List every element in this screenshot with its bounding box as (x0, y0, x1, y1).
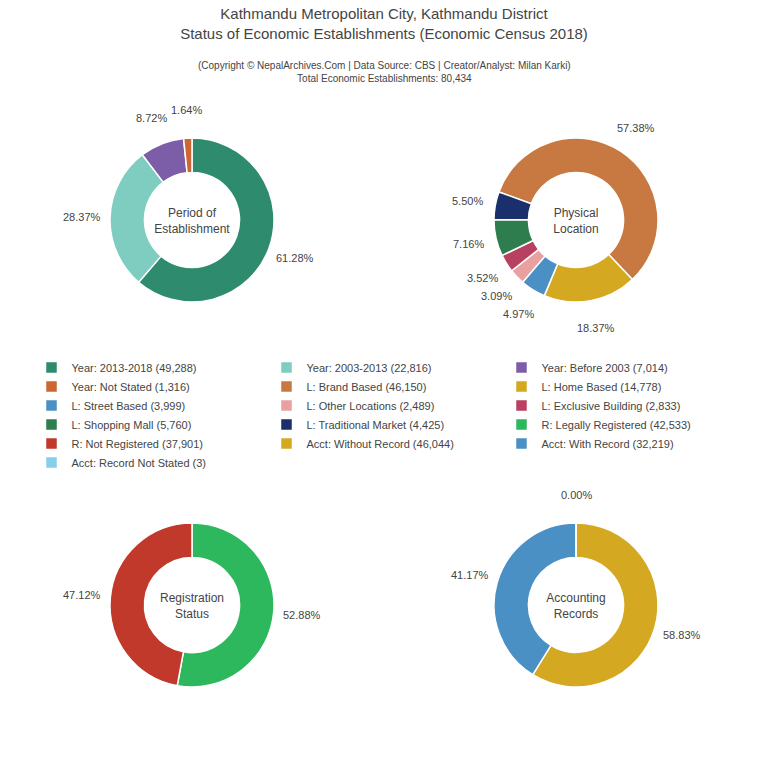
svg-text:Year: 2003-2013 (22,816): Year: 2003-2013 (22,816) (307, 362, 432, 374)
svg-text:3.52%: 3.52% (467, 272, 498, 284)
svg-text:28.37%: 28.37% (63, 211, 101, 223)
svg-text:AccountingRecords: AccountingRecords (546, 591, 605, 621)
svg-text:Acct: Record Not Stated (3): Acct: Record Not Stated (3) (72, 457, 207, 469)
svg-text:L: Exclusive Building (2,833): L: Exclusive Building (2,833) (542, 400, 681, 412)
svg-text:58.83%: 58.83% (663, 629, 701, 641)
svg-text:1.64%: 1.64% (171, 104, 202, 116)
svg-text:4.97%: 4.97% (503, 308, 534, 320)
svg-text:L: Brand Based (46,150): L: Brand Based (46,150) (307, 381, 427, 393)
svg-text:Year: Before 2003 (7,014): Year: Before 2003 (7,014) (542, 362, 668, 374)
svg-text:41.17%: 41.17% (451, 569, 489, 581)
svg-text:Acct: Without Record (46,044): Acct: Without Record (46,044) (307, 438, 454, 450)
svg-text:R: Not Registered (37,901): R: Not Registered (37,901) (72, 438, 203, 450)
svg-text:Acct: With Record (32,219): Acct: With Record (32,219) (542, 438, 674, 450)
svg-text:Year: Not Stated (1,316): Year: Not Stated (1,316) (72, 381, 190, 393)
svg-text:Period ofEstablishment: Period ofEstablishment (154, 206, 230, 236)
svg-text:Year: 2013-2018 (49,288): Year: 2013-2018 (49,288) (72, 362, 197, 374)
svg-text:8.72%: 8.72% (136, 112, 167, 124)
svg-text:3.09%: 3.09% (481, 290, 512, 302)
svg-text:18.37%: 18.37% (577, 322, 615, 334)
svg-text:R: Legally Registered (42,533): R: Legally Registered (42,533) (542, 419, 691, 431)
svg-text:Kathmandu Metropolitan City, K: Kathmandu Metropolitan City, Kathmandu D… (180, 5, 588, 42)
svg-text:52.88%: 52.88% (283, 609, 321, 621)
svg-text:(Copyright © NepalArchives.Com: (Copyright © NepalArchives.Com | Data So… (198, 60, 571, 84)
svg-text:57.38%: 57.38% (617, 122, 655, 134)
svg-text:L: Traditional Market (4,425): L: Traditional Market (4,425) (307, 419, 445, 431)
svg-text:RegistrationStatus: RegistrationStatus (160, 591, 224, 621)
svg-text:L: Home Based (14,778): L: Home Based (14,778) (542, 381, 662, 393)
svg-text:L: Street Based (3,999): L: Street Based (3,999) (72, 400, 186, 412)
svg-text:L: Shopping Mall (5,760): L: Shopping Mall (5,760) (72, 419, 192, 431)
svg-text:0.00%: 0.00% (561, 489, 592, 501)
svg-text:5.50%: 5.50% (452, 195, 483, 207)
svg-text:61.28%: 61.28% (276, 252, 314, 264)
svg-text:PhysicalLocation: PhysicalLocation (553, 206, 598, 236)
svg-text:L: Other Locations (2,489): L: Other Locations (2,489) (307, 400, 435, 412)
svg-text:47.12%: 47.12% (63, 589, 101, 601)
svg-text:7.16%: 7.16% (453, 238, 484, 250)
